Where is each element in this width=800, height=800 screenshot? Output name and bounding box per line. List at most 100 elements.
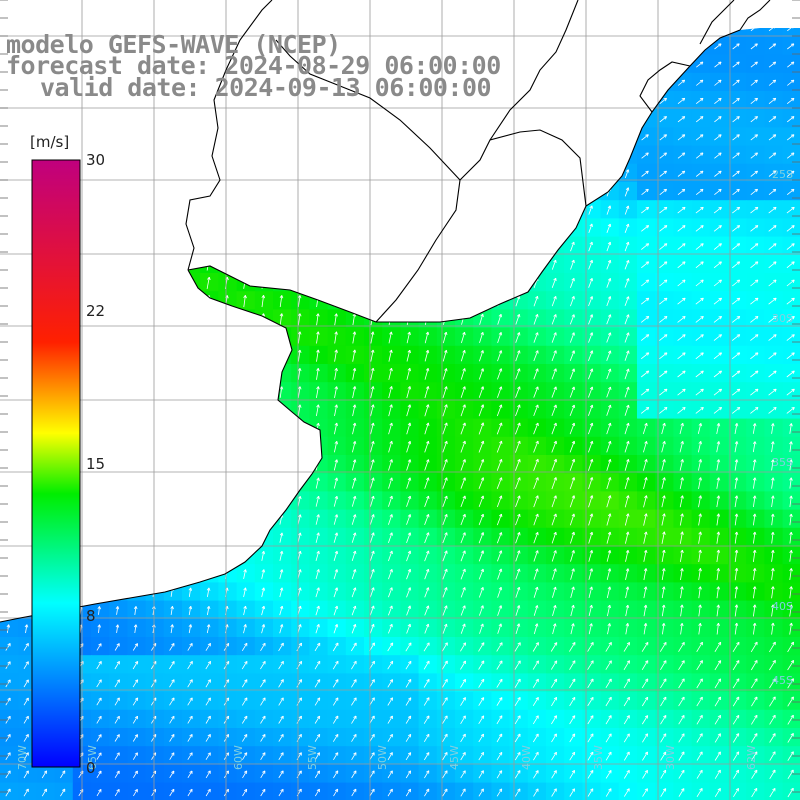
wind-speed-cell [436,182,456,201]
wind-speed-cell [327,527,347,547]
wind-speed-cell [400,254,420,274]
wind-arrow [786,243,795,250]
wind-arrow [714,751,721,761]
wind-speed-cell [254,691,274,711]
wind-arrow [5,661,11,670]
wind-speed-cell [637,728,656,747]
wind-speed-cell [473,291,492,310]
wind-arrow [624,314,630,325]
wind-speed-cell [600,728,620,747]
wind-speed-cell [746,582,765,602]
wind-arrow [732,714,740,725]
wind-speed-cell [455,764,474,784]
wind-arrow [588,368,594,380]
wind-speed-cell [564,36,583,56]
wind-arrow [751,733,758,743]
wind-arrow [641,188,649,196]
wind-speed-cell [218,709,238,729]
wind-arrow [188,168,193,180]
wind-arrow [498,168,502,179]
wind-speed-cell [273,764,292,784]
wind-arrow [714,28,722,32]
wind-arrow [279,605,284,616]
wind-arrow [333,770,339,779]
wind-speed-cell [218,436,238,456]
wind-arrow [696,678,703,689]
wind-arrow [480,6,483,14]
wind-arrow [769,751,776,761]
wind-arrow [260,752,266,761]
wind-arrow [423,678,430,688]
wind-speed-cell [163,327,183,347]
wind-speed-cell [291,746,310,765]
wind-speed-cell [309,582,329,602]
wind-speed-cell [527,546,547,565]
wind-speed-cell [218,491,238,511]
wind-speed-cell [127,618,147,638]
wind-arrow [659,243,668,250]
wind-arrow [424,440,430,453]
wind-speed-cell [673,418,693,438]
wind-arrow [316,331,320,344]
wind-speed-cell [273,418,292,438]
wind-arrow [606,404,612,416]
wind-speed-cell [218,273,238,292]
wind-arrow [496,697,503,706]
wind-arrow [96,204,102,216]
wind-arrow [752,604,757,617]
wind-arrow [588,314,594,325]
wind-speed-cell [782,28,800,37]
wind-arrow [515,205,520,216]
wind-speed-cell [200,728,219,747]
wind-arrow [750,660,758,671]
wind-arrow [768,352,777,360]
wind-arrow [188,496,193,507]
wind-arrow [206,240,211,253]
wind-speed-cell [309,236,329,256]
wind-arrow [713,334,722,341]
wind-speed-cell [546,455,565,474]
wind-arrow [768,206,777,214]
wind-arrow [424,404,430,417]
wind-speed-cell [546,491,565,511]
wind-speed-cell [600,309,620,329]
wind-arrow [570,187,575,197]
wind-arrow [23,734,29,742]
wind-arrow [206,168,211,180]
wind-speed-cell [109,145,128,165]
wind-speed-cell [327,564,347,583]
wind-arrow [640,388,650,396]
wind-speed-cell [127,309,147,329]
wind-speed-cell [273,564,292,583]
wind-arrow [516,42,520,51]
wind-speed-cell [400,600,420,620]
wind-arrow [625,586,630,599]
wind-speed-cell [527,618,547,638]
wind-arrow [587,751,594,761]
colorbar-tick-22: 22 [86,302,106,320]
wind-speed-cell [91,546,110,565]
wind-arrow [24,478,29,488]
wind-arrow [551,751,557,761]
wind-arrow [261,422,265,435]
wind-speed-cell [418,436,438,456]
wind-speed-cell [436,236,456,256]
wind-arrow [170,478,174,489]
wind-speed-cell [564,0,583,19]
wind-speed-cell [182,491,201,511]
wind-speed-cell [327,236,347,256]
wind-arrow [606,368,612,380]
wind-arrow [23,715,29,724]
wind-speed-cell [109,236,128,256]
wind-arrow [496,440,503,453]
wind-arrow [442,752,448,761]
wind-speed-cell [491,473,511,492]
wind-arrow [515,386,521,398]
wind-arrow [169,204,175,216]
wind-arrow [641,261,650,269]
wind-arrow [787,61,795,68]
wind-speed-cell [200,582,219,602]
wind-speed-cell [728,436,747,456]
wind-speed-cell [564,72,583,92]
wind-speed-cell [382,764,401,784]
